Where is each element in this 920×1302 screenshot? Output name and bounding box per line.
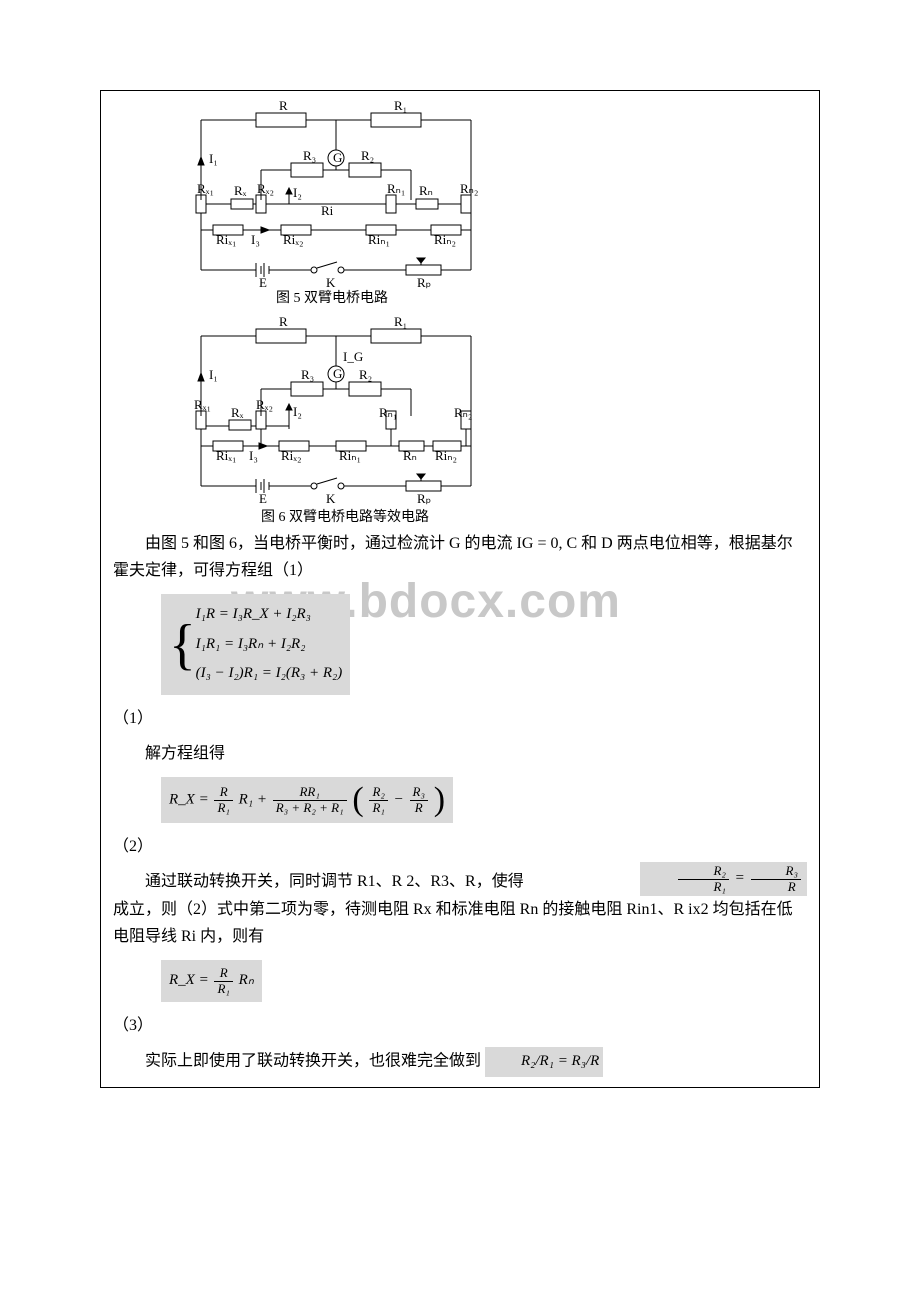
svg-text:Riₙ₂: Riₙ₂ [435, 448, 457, 463]
svg-text:Rₓ₂: Rₓ₂ [257, 181, 274, 196]
paragraph-3: 通过联动转换开关，同时调节 R1、R 2、R3、R，使得 R₂R₁ = R₃R … [101, 866, 819, 952]
svg-text:Rₓ₂: Rₓ₂ [256, 397, 273, 412]
svg-text:Rₓ: Rₓ [231, 405, 244, 420]
svg-text:R₂: R₂ [359, 367, 372, 382]
inline-eq-ratio: R₂R₁ = R₃R [640, 862, 807, 896]
svg-text:Rₙ: Rₙ [419, 183, 433, 198]
svg-text:Rₓ₁: Rₓ₁ [194, 397, 211, 412]
svg-text:I₂: I₂ [293, 404, 302, 419]
svg-text:Riₓ₁: Riₓ₁ [216, 232, 237, 247]
svg-text:Riₙ₁: Riₙ₁ [339, 448, 361, 463]
svg-text:R: R [279, 98, 288, 113]
fig6-svg: R R₁ I_G R₃ R₂ G I₁ I₂ Rₓ₁ Rₓ Rₓ₂ Rₙ₁ Rₙ₂ Riₓ₁… [161, 311, 491, 526]
equation-1: { I₁R = I₃R_X + I₂R₃ I₁R₁ = I₃Rₙ + I₂R₂ … [161, 594, 350, 695]
figure-6: R R₁ I_G R₃ R₂ G I₁ I₂ Rₓ₁ Rₓ Rₓ₂ Rₙ₁ Rₙ₂ Riₓ₁… [101, 307, 819, 528]
svg-text:Rₓ₁: Rₓ₁ [197, 181, 214, 196]
svg-text:Rₙ: Rₙ [403, 448, 417, 463]
svg-text:R₃: R₃ [301, 367, 314, 382]
svg-text:I_G: I_G [343, 349, 363, 364]
svg-text:Rₙ₁: Rₙ₁ [387, 181, 405, 196]
figure-5: R R₁ R₃ R₂ G I₁ I₂ Rₓ₁ Rₓ Rₓ₂ Ri Rₙ₁ Rₙ Rₙ₂ Riₓ… [101, 91, 819, 307]
svg-text:Riₙ₂: Riₙ₂ [434, 232, 456, 247]
svg-text:K: K [326, 491, 336, 506]
svg-text:E: E [259, 275, 267, 290]
para1-text: 由图 5 和图 6，当电桥平衡时，通过检流计 G 的电流 IG = 0, C 和… [113, 530, 807, 584]
inline-eq-ratio-2: R₂/R₁ = R₃/R [485, 1047, 603, 1077]
paragraph-1: 由图 5 和图 6，当电桥平衡时，通过检流计 G 的电流 IG = 0, C 和… [101, 528, 819, 586]
svg-text:图 6 双臂电桥电路等效电路: 图 6 双臂电桥电路等效电路 [261, 508, 429, 525]
svg-text:G: G [333, 366, 342, 381]
svg-text:R₂: R₂ [361, 148, 374, 163]
svg-text:I₃: I₃ [251, 232, 260, 247]
svg-text:R₁: R₁ [394, 98, 407, 113]
eq2-number: （2） [113, 833, 807, 860]
svg-text:R₃: R₃ [303, 148, 316, 163]
svg-text:Rₚ: Rₚ [417, 275, 431, 290]
para3a-text: 通过联动转换开关，同时调节 R1、R 2、R3、R，使得 [145, 873, 524, 890]
svg-text:I₃: I₃ [249, 448, 258, 463]
svg-text:Rₙ₂: Rₙ₂ [460, 181, 478, 196]
svg-text:I₂: I₂ [293, 185, 302, 200]
svg-text:E: E [259, 491, 267, 506]
para3b-text: 成立，则（2）式中第二项为零，待测电阻 Rx 和标准电阻 Rn 的接触电阻 Ri… [113, 896, 807, 950]
svg-text:G: G [333, 150, 342, 165]
equation-2: R_X = RR₁ R₁ + RR₁R₃ + R₂ + R₁ ( R₂R₁ − … [161, 777, 453, 823]
svg-text:Ri: Ri [321, 203, 334, 218]
eq3-number: （3） [113, 1012, 807, 1039]
svg-text:Rₚ: Rₚ [417, 491, 431, 506]
svg-text:Riₓ₂: Riₓ₂ [281, 448, 302, 463]
svg-text:Rₓ: Rₓ [234, 183, 247, 198]
svg-text:R: R [279, 314, 288, 329]
svg-text:R₁: R₁ [394, 314, 407, 329]
svg-text:I₁: I₁ [209, 367, 218, 382]
svg-text:图 5 双臂电桥电路: 图 5 双臂电桥电路 [276, 290, 388, 305]
equation-3: R_X = RR₁ Rₙ [161, 960, 262, 1002]
svg-text:I₁: I₁ [209, 151, 218, 166]
para2-text: 解方程组得 [113, 740, 807, 767]
svg-text:Riₓ₁: Riₓ₁ [216, 448, 237, 463]
fig5-svg: R R₁ R₃ R₂ G I₁ I₂ Rₓ₁ Rₓ Rₓ₂ Ri Rₙ₁ Rₙ Rₙ₂ Riₓ… [161, 95, 491, 305]
svg-text:K: K [326, 275, 336, 290]
svg-text:Riₙ₁: Riₙ₁ [368, 232, 390, 247]
svg-text:Rₙ₂: Rₙ₂ [454, 405, 472, 420]
svg-text:Riₓ₂: Riₓ₂ [283, 232, 304, 247]
paragraph-4: 实际上即使用了联动转换开关，也很难完全做到 R₂/R₁ = R₃/R [113, 1047, 807, 1077]
para4a-text: 实际上即使用了联动转换开关，也很难完全做到 [145, 1053, 481, 1070]
svg-text:Rₙ₁: Rₙ₁ [379, 405, 397, 420]
eq1-number: （1） [113, 705, 807, 732]
